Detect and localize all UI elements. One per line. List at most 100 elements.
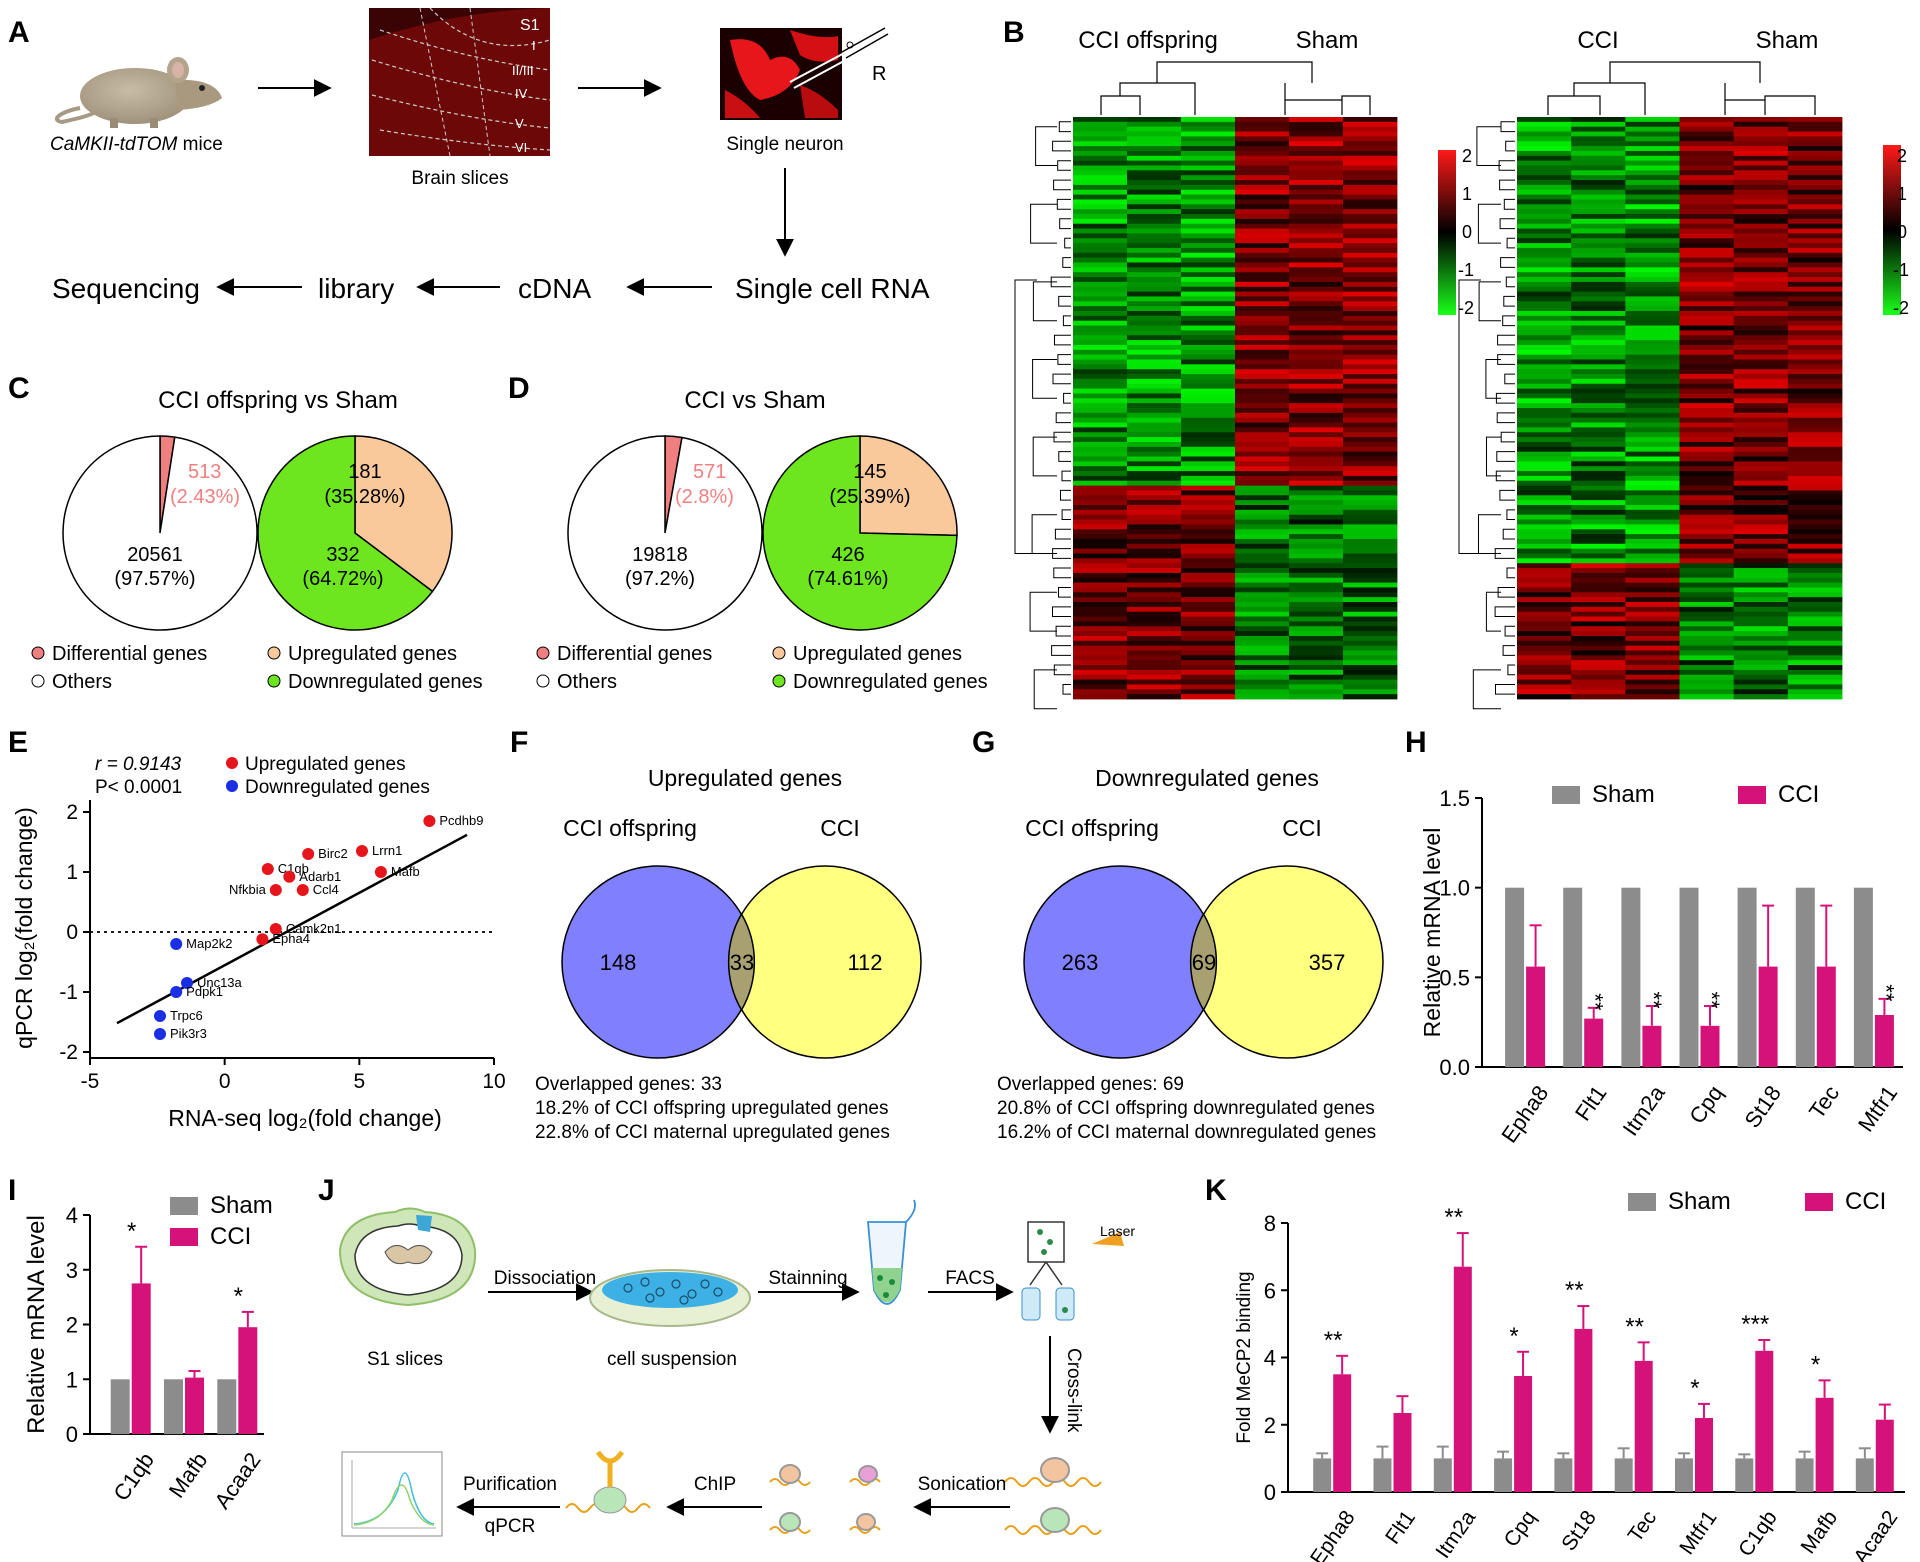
heatmap-cell: [1787, 315, 1843, 322]
heatmap-cell: [1571, 611, 1626, 617]
heatmap-cell: [1679, 514, 1735, 520]
heatmap-cell: [1787, 383, 1843, 389]
heatmap-cell: [1733, 563, 1789, 569]
heatmap-cell: [1679, 543, 1735, 550]
heatmap-cell: [1571, 587, 1626, 593]
heatmap-cell: [1571, 315, 1626, 322]
heatmap-cell: [1733, 252, 1789, 259]
heatmap-cell: [1733, 611, 1789, 617]
legend-swatch-cci: [1738, 786, 1766, 804]
heatmap-cell: [1073, 466, 1128, 472]
heatmap-cell: [1517, 665, 1572, 671]
venn-value-overlap: 33: [730, 950, 754, 975]
heatmap-cell: [1073, 388, 1128, 394]
heatmap-cell: [1127, 315, 1182, 322]
heatmap-cell: [1073, 621, 1128, 627]
heatmap-cell: [1787, 214, 1843, 220]
heatmap-cell: [1787, 422, 1843, 428]
heatmap-cell: [1127, 223, 1182, 229]
bar-cci-st18: [1758, 966, 1778, 1067]
laser-label: Laser: [1100, 1223, 1135, 1239]
electrode-r-label: R: [872, 63, 886, 85]
legend-down-label: Downregulated genes: [245, 777, 430, 798]
bar-sham-mafb: [164, 1379, 183, 1435]
heatmap-cell: [1181, 524, 1236, 530]
heatmap-cell: [1571, 645, 1626, 651]
heatmap-cell: [1571, 441, 1626, 448]
stainning-label: Stainning: [768, 1268, 847, 1289]
heatmap-cell: [1235, 635, 1290, 642]
heatmap-cell: [1517, 330, 1572, 336]
heatmap-cell: [1127, 141, 1182, 147]
heatmap-cell: [1289, 558, 1344, 564]
heatmap-cell: [1571, 398, 1626, 404]
scale-left-tick-m1: -1: [1458, 260, 1474, 280]
heatmap-cell: [1517, 243, 1572, 249]
heatmap-cell: [1235, 383, 1290, 389]
heatmap-cell: [1343, 354, 1398, 360]
category-label-flt1: Flt1: [1381, 1507, 1420, 1549]
heatmap-cell: [1571, 354, 1626, 360]
heatmap-cell: [1289, 320, 1344, 326]
heatmap-cell: [1073, 364, 1128, 370]
heatmap-cell: [1787, 146, 1843, 152]
legend-label: Upregulated genes: [288, 643, 457, 665]
panel-letter-g: G: [972, 726, 995, 759]
heatmap-cell: [1343, 665, 1398, 671]
heatmap-cell: [1733, 218, 1789, 225]
heatmap-cell: [1625, 514, 1680, 520]
category-label-c1qb: C1qb: [108, 1448, 159, 1505]
heatmap-cell: [1181, 534, 1236, 540]
heatmap-cell: [1679, 296, 1735, 302]
heatmap-cell: [1733, 325, 1789, 331]
point-label-adarb1: Adarb1: [299, 869, 341, 884]
heatmap-cell: [1733, 509, 1789, 516]
heatmap-cell: [1073, 378, 1128, 385]
heatmap-cell: [1517, 412, 1572, 419]
heatmap-cell: [1073, 398, 1128, 404]
legend-swatch: [267, 674, 281, 688]
heatmap-cell: [1517, 466, 1572, 472]
heatmap-cell: [1625, 199, 1680, 205]
y-axis-label: Relative mRNA level: [23, 1215, 50, 1434]
heatmap-cell: [1733, 160, 1789, 166]
heatmap-cell: [1571, 320, 1626, 326]
heatmap-cell: [1073, 281, 1128, 288]
category-label-mtfr1: Mtfr1: [1675, 1507, 1721, 1559]
heatmap-cell: [1571, 194, 1626, 200]
heatmap-cell: [1127, 383, 1182, 389]
heatmap-cell: [1571, 180, 1626, 186]
x-tick-label: 0: [219, 1070, 231, 1093]
heatmap-cell: [1181, 519, 1236, 525]
heatmap-cell: [1073, 369, 1128, 375]
heatmap-cell: [1343, 374, 1398, 380]
y-tick-label: 4: [1264, 1346, 1276, 1371]
heatmap-cell: [1235, 451, 1290, 457]
legend-label-sham: Sham: [1668, 1188, 1731, 1215]
heatmap-cell: [1235, 398, 1290, 404]
heatmap-cell: [1235, 238, 1290, 244]
heatmap-cell: [1571, 359, 1626, 365]
scatter-point-birc2: [302, 848, 315, 860]
heatmap-cell: [1343, 529, 1398, 535]
heatmap-cell: [1787, 160, 1843, 166]
heatmap-cell: [1235, 388, 1290, 394]
heatmap-cell: [1235, 548, 1290, 554]
heatmap-cell: [1571, 184, 1626, 191]
heatmap-cell: [1571, 553, 1626, 559]
pie-value-label: 145: [853, 461, 886, 483]
pie-slice-upregulated-genes: [354, 435, 453, 593]
legend-swatch: [267, 646, 281, 660]
heatmap-cell: [1127, 403, 1182, 409]
bar-sham-c1qb: [110, 1379, 130, 1435]
heatmap-cell: [1733, 446, 1789, 453]
heatmap-cell: [1289, 150, 1344, 157]
heatmap-cell: [1343, 296, 1398, 302]
heatmap-cell: [1127, 247, 1182, 254]
heatmap-cell: [1289, 364, 1344, 370]
heatmap-cell: [1073, 228, 1128, 234]
heatmap-cell: [1517, 456, 1572, 462]
pie-d-title: CCI vs Sham: [684, 387, 825, 414]
bar-sham-st18: [1737, 887, 1757, 1067]
heatmap-cell: [1787, 495, 1843, 501]
